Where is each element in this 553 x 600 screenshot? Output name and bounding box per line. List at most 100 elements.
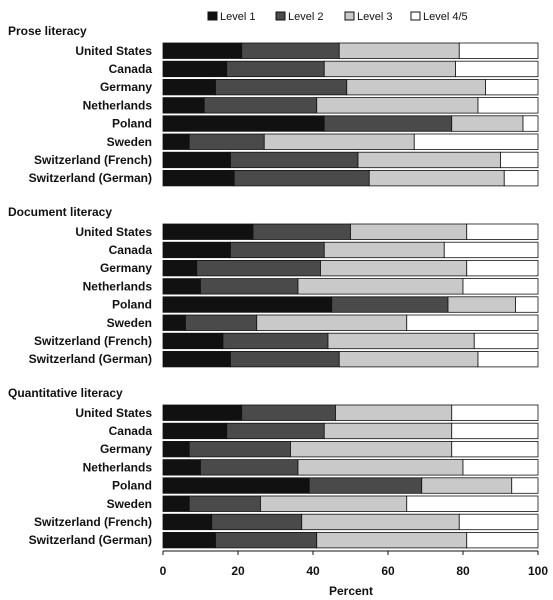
bar-segment-level-1 bbox=[162, 332, 224, 350]
bar-segment-level-2 bbox=[215, 79, 348, 96]
category-label: Switzerland (German) bbox=[29, 171, 152, 185]
group-title-2: Document literacy bbox=[8, 205, 112, 219]
bar-segment-level-3 bbox=[357, 151, 501, 169]
bar-segment-level-3 bbox=[260, 495, 408, 512]
bar-segment-level-3 bbox=[323, 422, 453, 440]
bar-segment-level-4-5 bbox=[466, 259, 539, 277]
bar-segment-level-4-5 bbox=[451, 404, 539, 421]
bar-segment-level-4-5 bbox=[500, 151, 539, 169]
category-label: Switzerland (French) bbox=[34, 153, 152, 167]
bar-segment-level-4-5 bbox=[511, 477, 539, 494]
category-label: Switzerland (German) bbox=[29, 533, 152, 547]
legend-swatch-4 bbox=[410, 11, 421, 21]
bar-segment-level-4-5 bbox=[462, 459, 539, 476]
bar-segment-level-3 bbox=[327, 332, 475, 350]
bar-segment-level-4-5 bbox=[466, 223, 539, 240]
x-axis: 0 20 40 60 80 100 bbox=[160, 550, 548, 578]
category-label: Netherlands bbox=[83, 460, 153, 474]
legend-swatch-1 bbox=[207, 11, 218, 21]
bar-segment-level-2 bbox=[308, 477, 423, 494]
bar-segment-level-1 bbox=[162, 133, 190, 150]
bar-segment-level-4-5 bbox=[406, 495, 539, 512]
legend-label-3: Level 3 bbox=[357, 11, 392, 23]
bar-segment-level-1 bbox=[162, 477, 310, 494]
bar-segment-level-4-5 bbox=[455, 60, 539, 78]
bar-segment-level-1 bbox=[162, 60, 228, 78]
category-label: United States bbox=[75, 44, 152, 58]
bar-segment-level-3 bbox=[316, 97, 479, 114]
legend-label-4: Level 4/5 bbox=[423, 11, 468, 23]
bar-segment-level-4-5 bbox=[406, 314, 539, 331]
bar-segment-level-3 bbox=[451, 115, 524, 132]
bar-segment-level-1 bbox=[162, 278, 201, 295]
category-label: Canada bbox=[109, 243, 153, 257]
bar-segment-level-3 bbox=[290, 440, 453, 458]
chart-legend: Level 1 Level 2 Level 3 Level 4/5 bbox=[207, 11, 468, 23]
x-tick-label: 0 bbox=[160, 564, 167, 578]
category-label: Sweden bbox=[107, 316, 152, 330]
bar-segment-level-1 bbox=[162, 151, 231, 169]
category-label: Germany bbox=[100, 261, 152, 275]
x-tick-label: 80 bbox=[456, 564, 470, 578]
category-label: Switzerland (French) bbox=[34, 334, 152, 348]
bar-segment-level-4-5 bbox=[413, 133, 539, 150]
bar-segment-level-2 bbox=[323, 115, 453, 132]
bar-segment-level-3 bbox=[297, 459, 464, 476]
bar-segment-level-2 bbox=[331, 296, 449, 313]
category-label: Canada bbox=[109, 62, 153, 76]
category-label: Sweden bbox=[107, 497, 152, 511]
bar-segment-level-3 bbox=[447, 296, 516, 313]
bar-segment-level-4-5 bbox=[443, 241, 539, 259]
bar-segment-level-4-5 bbox=[462, 278, 539, 295]
bar-segment-level-2 bbox=[188, 440, 291, 458]
bar-segment-level-4-5 bbox=[515, 296, 539, 313]
bar-segment-level-3 bbox=[316, 532, 468, 549]
group-title-1: Prose literacy bbox=[8, 24, 87, 38]
category-label: Switzerland (German) bbox=[29, 352, 152, 366]
bar-segment-level-1 bbox=[162, 314, 186, 331]
category-label: Germany bbox=[100, 80, 152, 94]
category-label: Canada bbox=[109, 424, 153, 438]
bar-segment-level-2 bbox=[200, 278, 299, 295]
bar-segment-level-1 bbox=[162, 223, 254, 240]
bar-segment-level-1 bbox=[162, 241, 231, 259]
bar-segment-level-1 bbox=[162, 404, 243, 421]
bar-segment-level-2 bbox=[203, 97, 318, 114]
bar-segment-level-2 bbox=[185, 314, 258, 331]
bar-segment-level-1 bbox=[162, 259, 198, 277]
bar-segment-level-2 bbox=[241, 42, 340, 59]
bar-segment-level-3 bbox=[350, 223, 468, 240]
bar-segment-level-4-5 bbox=[485, 79, 539, 96]
bar-segment-level-2 bbox=[230, 151, 359, 169]
category-label: Poland bbox=[112, 117, 152, 131]
bar-segment-level-3 bbox=[301, 513, 460, 531]
bar-segment-level-2 bbox=[188, 495, 261, 512]
legend-swatch-3 bbox=[344, 11, 355, 21]
x-tick-label: 20 bbox=[231, 564, 245, 578]
bar-segment-level-4-5 bbox=[466, 532, 539, 549]
bar-segment-level-4-5 bbox=[458, 42, 539, 59]
category-label: Germany bbox=[100, 442, 152, 456]
bar-segment-level-1 bbox=[162, 42, 243, 59]
group-title-3: Quantitative literacy bbox=[8, 386, 123, 400]
bar-segment-level-2 bbox=[211, 513, 303, 531]
bar-segment-level-1 bbox=[162, 495, 190, 512]
bar-segment-level-2 bbox=[230, 350, 340, 368]
bar-segment-level-1 bbox=[162, 79, 216, 96]
bar-segment-level-1 bbox=[162, 115, 325, 132]
bar-segment-level-2 bbox=[252, 223, 351, 240]
category-label: Netherlands bbox=[83, 279, 153, 293]
bar-segment-level-2 bbox=[226, 422, 325, 440]
bar-segment-level-1 bbox=[162, 97, 205, 114]
bar-segment-level-1 bbox=[162, 513, 213, 531]
x-tick-label: 40 bbox=[306, 564, 320, 578]
bar-segment-level-1 bbox=[162, 296, 333, 313]
bar-segment-level-2 bbox=[241, 404, 336, 421]
bar-segment-level-2 bbox=[230, 241, 325, 259]
bar-segment-level-4-5 bbox=[451, 422, 539, 440]
bar-segment-level-2 bbox=[226, 60, 325, 78]
bar-segment-level-2 bbox=[233, 169, 370, 187]
bar-segment-level-2 bbox=[196, 259, 321, 277]
bar-segment-level-4-5 bbox=[503, 169, 539, 187]
bar-segment-level-3 bbox=[256, 314, 408, 331]
